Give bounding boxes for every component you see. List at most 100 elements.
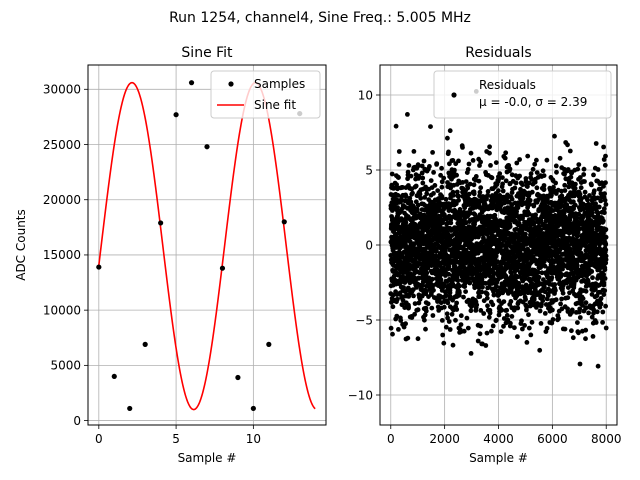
residual-point bbox=[445, 135, 450, 141]
residual-point bbox=[514, 160, 520, 166]
residual-point bbox=[478, 323, 483, 329]
residual-point bbox=[403, 220, 409, 225]
sine-fit-title: Sine Fit bbox=[181, 45, 233, 61]
residual-point bbox=[595, 167, 601, 172]
residual-point bbox=[485, 189, 491, 194]
residual-point bbox=[497, 171, 503, 177]
residual-point bbox=[438, 277, 444, 282]
residual-point bbox=[477, 294, 483, 299]
residual-point bbox=[549, 275, 555, 280]
residual-point bbox=[601, 272, 606, 277]
residual-point bbox=[452, 167, 457, 173]
residual-point bbox=[566, 184, 572, 190]
residual-point bbox=[460, 180, 465, 185]
residual-point bbox=[557, 155, 563, 161]
residual-point bbox=[396, 327, 401, 332]
residual-point bbox=[395, 296, 400, 302]
residual-point bbox=[410, 190, 415, 196]
residual-point bbox=[401, 285, 406, 290]
residual-point bbox=[416, 173, 422, 179]
sine-fit-legend: Samples Sine fit bbox=[210, 70, 321, 119]
x-tick-label: 5 bbox=[172, 432, 180, 446]
residual-point bbox=[447, 290, 453, 296]
residual-point bbox=[542, 311, 548, 316]
residual-point bbox=[509, 196, 515, 202]
residual-point bbox=[430, 150, 435, 155]
residuals-legend: Residuals μ = -0.0, σ = 2.39 bbox=[433, 70, 612, 119]
residual-point bbox=[466, 161, 472, 167]
residual-point bbox=[537, 347, 543, 353]
y-tick-label: −10 bbox=[348, 388, 373, 402]
residual-point bbox=[552, 282, 558, 287]
residual-point bbox=[496, 177, 501, 182]
residual-point bbox=[526, 312, 531, 318]
residual-point bbox=[517, 173, 522, 179]
residual-point bbox=[575, 166, 581, 172]
sample-point bbox=[188, 80, 195, 86]
residual-point bbox=[414, 208, 420, 214]
sample-point bbox=[173, 112, 179, 118]
residual-point bbox=[577, 361, 583, 367]
residual-point bbox=[390, 304, 396, 310]
residual-point bbox=[517, 157, 522, 162]
residual-point bbox=[541, 173, 547, 179]
residual-point bbox=[603, 234, 609, 240]
residual-point bbox=[581, 206, 586, 212]
residual-point bbox=[515, 205, 521, 211]
residual-point bbox=[415, 307, 421, 313]
residual-point bbox=[601, 282, 607, 288]
residual-point bbox=[550, 307, 555, 313]
residual-point bbox=[562, 182, 568, 188]
residual-point bbox=[500, 181, 505, 187]
residual-point bbox=[408, 199, 414, 205]
residual-point bbox=[450, 158, 456, 163]
residual-point bbox=[603, 202, 609, 207]
residual-point bbox=[523, 231, 528, 237]
residual-point bbox=[411, 149, 417, 154]
residual-point bbox=[446, 319, 452, 324]
residual-point bbox=[542, 263, 548, 269]
residual-point bbox=[568, 246, 573, 252]
residual-point bbox=[603, 227, 609, 232]
residual-point bbox=[569, 328, 574, 334]
residual-point bbox=[524, 304, 530, 310]
residual-point bbox=[453, 201, 459, 207]
residual-point bbox=[413, 183, 419, 189]
residual-point bbox=[582, 189, 588, 195]
residual-point bbox=[602, 191, 607, 197]
residual-point bbox=[562, 171, 567, 177]
residual-point bbox=[398, 318, 404, 323]
residual-point bbox=[430, 313, 436, 318]
y-tick-label: 25000 bbox=[43, 138, 81, 152]
residual-point bbox=[560, 283, 566, 288]
residual-point bbox=[507, 224, 513, 229]
residual-point bbox=[574, 263, 580, 268]
sample-point bbox=[142, 341, 148, 347]
residual-point bbox=[586, 310, 591, 316]
residual-point bbox=[440, 332, 446, 338]
legend-sine-fit-label: Sine fit bbox=[254, 98, 296, 112]
residual-point bbox=[525, 184, 530, 190]
residual-point bbox=[454, 189, 460, 195]
residual-point bbox=[527, 303, 533, 309]
residual-point bbox=[591, 188, 597, 194]
residual-point bbox=[431, 287, 436, 293]
residual-point bbox=[526, 211, 532, 217]
residual-point bbox=[514, 209, 519, 214]
residual-point bbox=[582, 179, 587, 184]
residual-point bbox=[441, 175, 447, 181]
residual-point bbox=[526, 180, 532, 186]
x-tick-label: 2000 bbox=[429, 432, 460, 446]
residual-point bbox=[465, 185, 471, 191]
residual-point bbox=[577, 175, 583, 180]
residual-point bbox=[395, 205, 400, 210]
residual-point bbox=[590, 334, 596, 339]
residual-point bbox=[525, 153, 531, 159]
residual-point bbox=[471, 191, 477, 197]
residual-point bbox=[534, 185, 540, 191]
residual-point bbox=[540, 294, 546, 300]
sample-point bbox=[111, 373, 117, 380]
sine-fit-axes-frame bbox=[87, 64, 327, 426]
residual-point bbox=[445, 300, 451, 306]
residual-point bbox=[541, 186, 547, 192]
